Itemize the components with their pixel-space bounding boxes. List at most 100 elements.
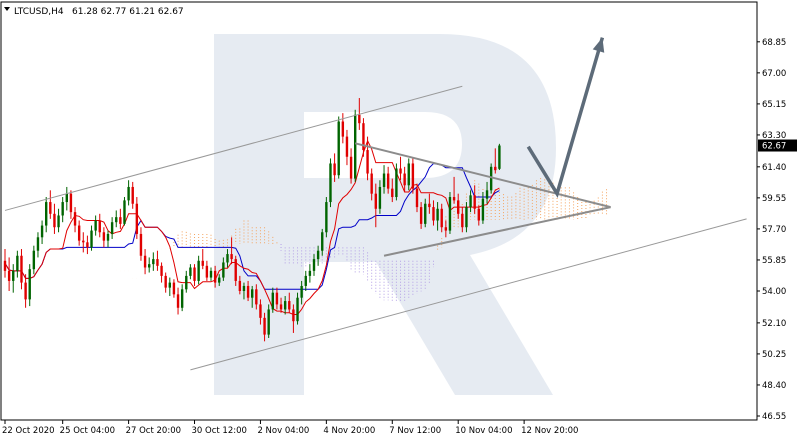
candle xyxy=(382,165,386,194)
candle-body xyxy=(32,250,36,270)
candle xyxy=(123,197,126,226)
y-tick-label: 52.10 xyxy=(762,319,786,329)
candle xyxy=(415,183,419,213)
candle-body xyxy=(349,156,353,179)
candle-body xyxy=(180,289,184,308)
candle xyxy=(238,275,242,295)
y-tick-label: 65.15 xyxy=(762,100,786,110)
candle xyxy=(341,113,345,144)
candle xyxy=(448,191,452,234)
candle-body xyxy=(255,289,258,305)
time-axis[interactable]: 22 Oct 2020 25 Oct 04:00 27 Oct 20:00 30 Oc… xyxy=(2,420,578,436)
candle xyxy=(143,249,147,275)
candle xyxy=(436,202,439,231)
candle-body xyxy=(362,123,365,151)
channel-lower-line[interactable] xyxy=(190,218,747,371)
candle xyxy=(65,186,68,211)
candle-body xyxy=(386,173,390,189)
candle xyxy=(419,202,423,229)
forecast-arrow-path[interactable] xyxy=(526,37,605,198)
candle-body xyxy=(94,220,97,231)
candle xyxy=(148,257,151,273)
candle-body xyxy=(82,240,85,243)
candle xyxy=(279,297,283,313)
candle xyxy=(16,250,19,278)
triangle-lower-line[interactable] xyxy=(383,206,611,257)
candle xyxy=(131,181,134,209)
candle xyxy=(82,232,85,253)
candle-body xyxy=(300,285,303,298)
candle-body xyxy=(127,186,130,201)
candle xyxy=(424,198,427,228)
candle xyxy=(3,249,7,278)
candle-body xyxy=(477,208,480,221)
price-axis[interactable]: 68.85 67.00 65.15 63.30 61.40 59.55 57.70 55.85… xyxy=(757,38,797,422)
candle xyxy=(20,249,23,290)
candle xyxy=(263,312,266,342)
candle-body xyxy=(12,270,15,281)
channel-upper-line[interactable] xyxy=(4,85,463,211)
candle xyxy=(461,207,464,233)
candle xyxy=(399,156,402,181)
candle-body xyxy=(366,150,369,174)
candle xyxy=(428,193,431,214)
forecast-arrow[interactable] xyxy=(526,37,605,198)
chart-header: LTCUSD,H4 61.28 62.77 61.21 62.67 xyxy=(4,7,184,17)
candle-body xyxy=(230,254,233,260)
candle-body xyxy=(24,282,27,300)
candle xyxy=(267,304,270,338)
y-tick-label: 48.40 xyxy=(762,381,786,391)
candle xyxy=(205,260,209,281)
candle xyxy=(345,129,349,166)
candle-body xyxy=(160,265,163,276)
symbol-label: LTCUSD,H4 xyxy=(14,7,64,17)
candle xyxy=(333,153,336,182)
candle-body xyxy=(337,121,340,176)
candle-body xyxy=(139,233,143,256)
candle-body xyxy=(444,227,448,231)
candle-body xyxy=(436,208,439,221)
candle-body xyxy=(457,200,460,214)
candle-body xyxy=(391,188,394,198)
candle xyxy=(7,257,11,291)
candle-body xyxy=(185,275,188,290)
candle-body xyxy=(489,166,493,191)
candle-body xyxy=(131,186,134,204)
watermark-shape xyxy=(214,34,556,395)
candle-body xyxy=(415,188,419,208)
candle xyxy=(465,202,468,233)
candle xyxy=(218,274,221,286)
y-tick-label: 55.85 xyxy=(762,256,786,266)
y-tick-label: 63.30 xyxy=(762,131,786,141)
y-tick-label: 61.40 xyxy=(762,163,786,173)
candle xyxy=(57,208,60,233)
triangle-down-icon[interactable] xyxy=(4,7,10,11)
candle-body xyxy=(403,173,406,186)
candle-body xyxy=(267,309,270,335)
candle-body xyxy=(465,207,468,228)
candle-body xyxy=(469,195,472,208)
candle xyxy=(102,227,106,248)
candle xyxy=(135,197,139,239)
candle xyxy=(127,180,130,206)
triangle-upper-line[interactable] xyxy=(354,142,611,209)
candle xyxy=(209,267,213,281)
candle-body xyxy=(329,163,332,203)
candle xyxy=(337,116,340,179)
candle xyxy=(185,270,188,293)
candle-body xyxy=(395,168,398,198)
candle-body xyxy=(86,242,89,248)
candle-body xyxy=(49,202,52,214)
candle-body xyxy=(57,215,60,228)
candle-body xyxy=(333,163,336,176)
candle xyxy=(489,163,493,194)
candle-body xyxy=(432,207,435,221)
candle-body xyxy=(358,114,361,124)
candle xyxy=(473,185,476,214)
candle xyxy=(242,282,246,300)
candle xyxy=(308,264,312,283)
trendlines[interactable] xyxy=(4,85,747,371)
candle xyxy=(246,280,250,302)
